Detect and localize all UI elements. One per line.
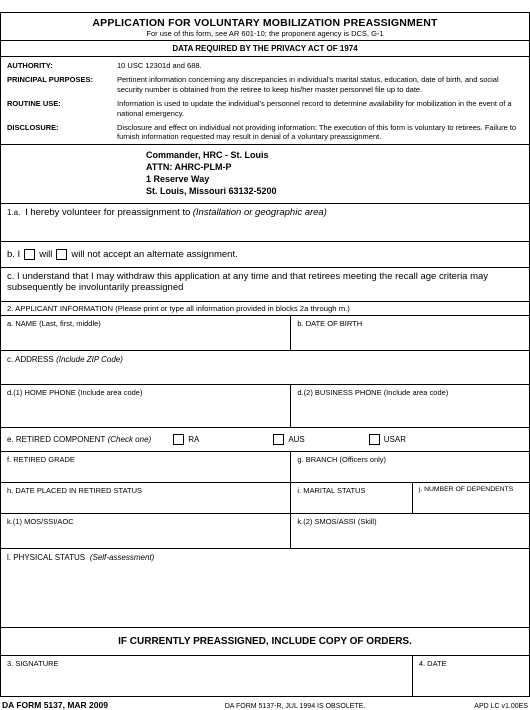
field-date[interactable]: 4. DATE [413,656,529,696]
address-line: 1 Reserve Way [146,173,529,185]
field-dob-label: b. DATE OF BIRTH [297,319,362,328]
field-address[interactable]: c. ADDRESS (Include ZIP Code) [1,351,529,385]
mailing-address: Commander, HRC - St. Louis ATTN: AHRC-PL… [1,144,529,205]
field-address-label: c. ADDRESS [7,355,54,364]
checkbox-ra[interactable] [173,434,184,445]
applicant-info-header: 2. APPLICANT INFORMATION (Please print o… [1,302,529,316]
checkbox-aus[interactable] [273,434,284,445]
authority-text: 10 USC 12301d and 688. [117,61,523,70]
field-retired-grade-label: f. RETIRED GRADE [7,455,75,464]
field-physical-status-hint: (Self-assessment) [90,553,154,562]
retired-component-hint: (Check one) [108,435,152,444]
disclosure-label: DISCLOSURE: [7,123,117,142]
field-home-phone-hint: (Include area code) [78,388,143,397]
page-footer: DA FORM 5137, MAR 2009 DA FORM 5137-R, J… [0,698,530,710]
field-marital-status[interactable]: i. MARITAL STATUS [291,483,412,513]
privacy-body: AUTHORITY: 10 USC 12301d and 688. PRINCI… [1,57,529,144]
purposes-text: Pertinent information concerning any dis… [117,75,523,94]
field-retired-grade[interactable]: f. RETIRED GRADE [1,452,291,482]
checkbox-will-not[interactable] [56,249,67,260]
field-home-phone[interactable]: d.(1) HOME PHONE (Include area code) [1,385,291,427]
authority-label: AUTHORITY: [7,61,117,70]
preassigned-header: IF CURRENTLY PREASSIGNED, INCLUDE COPY O… [1,627,529,656]
field-date-retired-label: h. DATE PLACED IN RETIRED STATUS [7,486,142,495]
checkbox-will[interactable] [24,249,35,260]
version-code: APD LC v1.00ES [438,703,528,710]
label-ra: RA [188,435,199,444]
field-signature-label: 3. SIGNATURE [7,659,59,668]
field-branch[interactable]: g. BRANCH (Officers only) [291,452,529,482]
field-smos-assi[interactable]: k.(2) SMOS/ASSI (Skill) [291,514,529,548]
field-physical-status[interactable]: l. PHYSICAL STATUS (Self-assessment) [1,549,529,627]
row-retired-marital-dep: h. DATE PLACED IN RETIRED STATUS i. MARI… [1,483,529,514]
section-1c: c. I understand that I may withdraw this… [1,268,529,302]
row-grade-branch: f. RETIRED GRADE g. BRANCH (Officers onl… [1,452,529,483]
obsolete-notice: DA FORM 5137-R, JUL 1994 IS OBSOLETE. [152,703,438,710]
field-name-hint: (Last, first, middle) [39,319,101,328]
label-usar: USAR [384,435,406,444]
checkbox-usar[interactable] [369,434,380,445]
field-name[interactable]: a. NAME (Last, first, middle) [1,316,291,350]
field-date-retired[interactable]: h. DATE PLACED IN RETIRED STATUS [1,483,291,513]
field-dob[interactable]: b. DATE OF BIRTH [291,316,529,350]
field-signature[interactable]: 3. SIGNATURE [1,656,413,696]
field-marital-status-label: i. MARITAL STATUS [297,486,365,495]
section-1a-hint: (Installation or geographic area) [193,207,327,218]
row-signature-date: 3. SIGNATURE 4. DATE [1,656,529,696]
row-name-dob: a. NAME (Last, first, middle) b. DATE OF… [1,316,529,351]
field-retired-component: e. RETIRED COMPONENT (Check one) RA AUS … [1,428,529,452]
field-home-phone-label: d.(1) HOME PHONE [7,388,76,397]
field-branch-hint: (Officers only) [340,455,387,464]
routine-text: Information is used to update the indivi… [117,99,523,118]
field-branch-label: g. BRANCH [297,455,337,464]
form-title: APPLICATION FOR VOLUNTARY MOBILIZATION P… [7,17,523,29]
row-phones: d.(1) HOME PHONE (Include area code) d.(… [1,385,529,428]
row-mos: k.(1) MOS/SSI/AOC k.(2) SMOS/ASSI (Skill… [1,514,529,549]
label-aus: AUS [288,435,304,444]
label-will: will [39,249,52,260]
field-business-phone[interactable]: d.(2) BUSINESS PHONE (Include area code) [291,385,529,427]
field-dependents-label: j. NUMBER OF DEPENDENTS [419,486,513,493]
label-will-not: will not accept an alternate assignment. [71,249,237,260]
field-dependents[interactable]: j. NUMBER OF DEPENDENTS [413,483,529,513]
retired-component-label: e. RETIRED COMPONENT [7,435,105,444]
purposes-label: PRINCIPAL PURPOSES: [7,75,117,94]
section-1b: b. I will will not accept an alternate a… [1,242,529,268]
form-number: DA FORM 5137, MAR 2009 [2,700,152,710]
section-1a-number: 1.a. [7,208,20,217]
field-business-phone-label: d.(2) BUSINESS PHONE [297,388,381,397]
section-1c-text: c. I understand that I may withdraw this… [7,271,488,293]
field-k2-label: k.(2) SMOS/ASSI [297,517,355,526]
field-k1-label: k.(1) MOS/SSI/AOC [7,517,74,526]
applicant-info-hint: (Please print or type all information pr… [115,304,350,313]
disclosure-text: Disclosure and effect on individual not … [117,123,523,142]
routine-label: ROUTINE USE: [7,99,117,118]
field-date-label: 4. DATE [419,659,447,668]
section-1a-text: I hereby volunteer for preassignment to [25,207,190,218]
title-block: APPLICATION FOR VOLUNTARY MOBILIZATION P… [1,13,529,41]
field-name-label: a. NAME [7,319,37,328]
section-1b-prefix: b. I [7,249,20,260]
field-mos-ssi-aoc[interactable]: k.(1) MOS/SSI/AOC [1,514,291,548]
field-address-hint: (Include ZIP Code) [56,355,123,364]
form-page: APPLICATION FOR VOLUNTARY MOBILIZATION P… [0,12,530,697]
applicant-info-title: 2. APPLICANT INFORMATION [7,304,113,313]
privacy-act-header: DATA REQUIRED BY THE PRIVACY ACT OF 1974 [1,41,529,57]
address-line: Commander, HRC - St. Louis [146,149,529,161]
address-line: ATTN: AHRC-PLM-P [146,161,529,173]
form-subtitle: For use of this form, see AR 601-10; the… [7,29,523,38]
field-k2-hint: (Skill) [358,517,377,526]
section-1a: 1.a. I hereby volunteer for preassignmen… [1,204,529,242]
field-physical-status-label: l. PHYSICAL STATUS [7,553,85,562]
address-line: St. Louis, Missouri 63132-5200 [146,185,529,197]
field-business-phone-hint: (Include area code) [384,388,449,397]
